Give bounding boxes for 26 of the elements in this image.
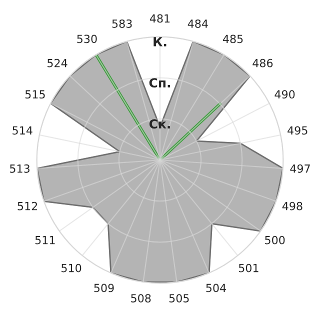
y-tick-label: Ск. xyxy=(149,119,170,129)
spoke-label: 500 xyxy=(265,236,285,244)
spoke-label: 510 xyxy=(62,264,82,272)
spoke-label: 511 xyxy=(35,236,55,244)
spoke-label: 495 xyxy=(288,126,308,135)
spoke-label: 509 xyxy=(94,284,114,292)
spoke-label: 498 xyxy=(282,202,302,210)
spoke-label: 513 xyxy=(10,164,30,173)
spoke-label: 514 xyxy=(12,126,32,135)
spoke-label: 515 xyxy=(25,90,45,99)
spoke-label: 490 xyxy=(274,90,295,99)
spoke-label: 512 xyxy=(18,202,38,210)
spoke-label: 508 xyxy=(131,294,151,302)
spoke-label: 504 xyxy=(206,284,226,292)
y-tick-label: К. xyxy=(154,37,166,46)
spoke-label: 497 xyxy=(290,164,310,173)
spoke-label: 501 xyxy=(238,264,258,272)
spoke-label: 524 xyxy=(48,58,68,68)
spoke-label: 486 xyxy=(252,58,273,68)
spoke-label: 481 xyxy=(150,14,170,23)
y-tick-label: Сп. xyxy=(149,78,170,88)
spoke-label: 505 xyxy=(169,294,189,302)
spoke-label: 484 xyxy=(188,19,208,28)
spoke-label: 583 xyxy=(112,19,132,28)
spoke-label: 485 xyxy=(222,34,243,44)
spoke-label: 530 xyxy=(77,34,97,44)
